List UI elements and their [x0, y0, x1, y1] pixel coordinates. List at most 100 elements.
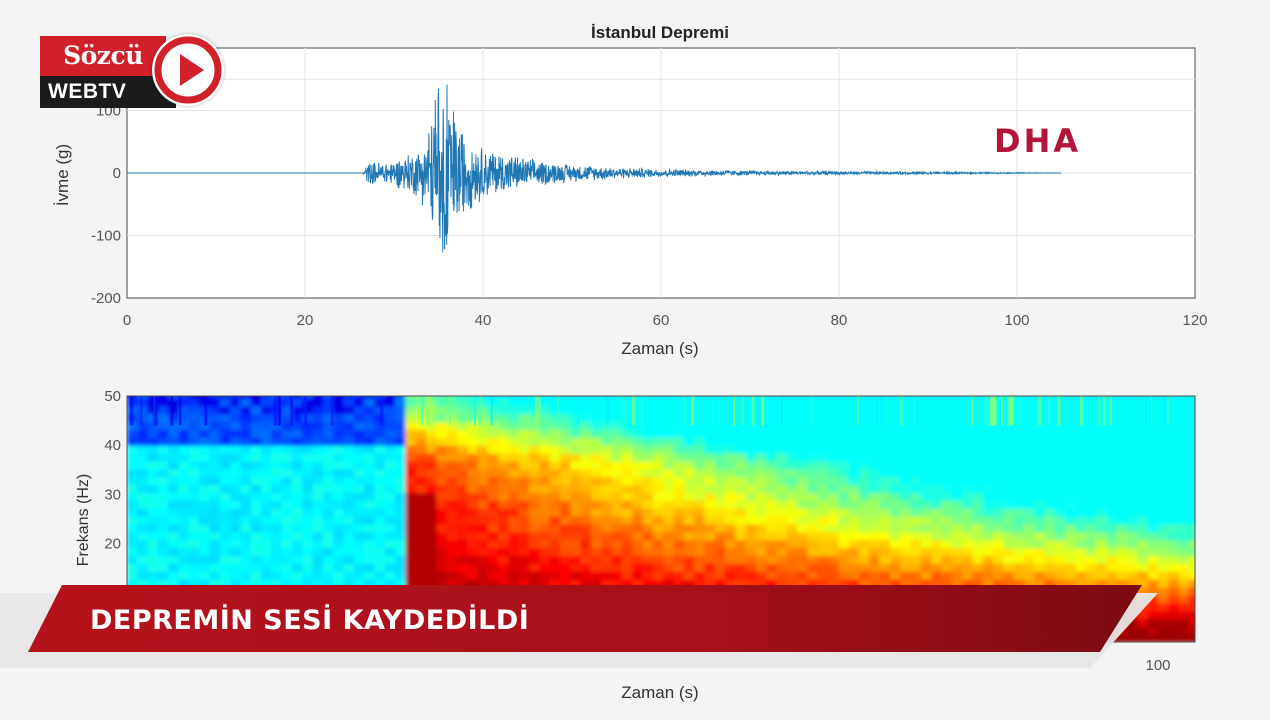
spectrogram-cell [364, 539, 375, 549]
spectrogram-cell [395, 492, 406, 501]
spectrogram-cell [663, 437, 674, 446]
spectrogram-cell [766, 516, 778, 525]
spectrogram-cell [1158, 445, 1169, 454]
spectrogram-cell [1147, 586, 1159, 596]
spectrogram-cell [910, 460, 922, 470]
spectrogram-cell [1085, 445, 1097, 454]
spectrogram-cell [632, 476, 644, 486]
spectrogram-cell [199, 516, 211, 525]
spectrogram-cell [920, 516, 932, 525]
spectrogram-cell [560, 531, 571, 541]
spectrogram-cell [240, 579, 252, 588]
spectrogram-cell [828, 516, 839, 525]
spectrogram-cell [322, 571, 334, 580]
spectrogram-cell [725, 563, 736, 572]
spectrogram-cell [735, 484, 747, 494]
spectrogram-cell [127, 445, 138, 454]
spectrogram-cell [157, 492, 169, 501]
spectrogram-cell [859, 396, 870, 399]
spectrogram-cell [848, 523, 860, 533]
spectrogram-cell [261, 468, 272, 478]
spectrogram-cell [446, 468, 458, 478]
spectrogram-cell [817, 508, 829, 517]
spectrogram-cell [364, 398, 375, 407]
spectrogram-cell [240, 405, 252, 415]
spectrogram-cell [127, 523, 138, 533]
spectrogram-cell [755, 453, 767, 462]
spectrogram-cell [312, 500, 324, 509]
spectrogram-cell [1127, 421, 1138, 431]
spectrogram-cell [591, 484, 602, 494]
spectrogram-cell [518, 571, 530, 580]
spectrogram-cell [1178, 421, 1190, 431]
spectrogram-cell [1178, 634, 1190, 642]
spectrogram-cell [230, 396, 241, 399]
spectrogram-cell [931, 492, 943, 501]
spectrogram-cell [601, 476, 613, 486]
spectrogram-cell [683, 453, 695, 462]
spectrogram-cell [611, 396, 623, 399]
spectrogram-cell [281, 523, 293, 533]
spectrogram-cell [157, 516, 169, 525]
spectrogram-cell [292, 405, 303, 415]
spectrogram-cell [178, 476, 190, 486]
spectrogram-cell [178, 547, 190, 556]
spectrogram-cell [621, 445, 633, 454]
spectrogram-cell [570, 547, 582, 556]
spectrogram-cell [384, 516, 396, 525]
spectrogram-cell [137, 508, 149, 517]
spectrogram-cell [250, 437, 262, 446]
spectrogram-cell [549, 421, 561, 431]
spectrogram-cell [714, 453, 726, 462]
spectrogram-cell [209, 508, 221, 517]
spectrogram-cell [1116, 429, 1128, 438]
spectrogram-cell [1137, 468, 1149, 478]
spectrogram-cell [683, 539, 695, 549]
spectrogram-cell [426, 500, 437, 509]
spectrogram-streak [204, 396, 208, 426]
spectrogram-cell [900, 571, 912, 580]
spectrogram-cell [281, 555, 293, 564]
spectrogram-cell [1085, 437, 1097, 446]
spectrogram-cell [508, 547, 520, 556]
spectrogram-cell [797, 547, 808, 556]
spectrogram-cell [487, 492, 499, 501]
spectrogram-cell [1085, 460, 1097, 470]
spectrogram-cell [889, 413, 901, 423]
spectrogram-cell [343, 547, 355, 556]
spectrogram-cell [1137, 563, 1149, 572]
spectrogram-cell [147, 453, 159, 462]
spectrogram-cell [333, 476, 345, 486]
spectrogram-cell [230, 468, 241, 478]
spectrogram-cell [941, 421, 953, 431]
spectrogram-cell [632, 531, 644, 541]
spectrogram-cell [508, 539, 520, 549]
spectrogram-cell [673, 398, 685, 407]
spectrogram-cell [838, 571, 850, 580]
spectrogram-cell [735, 516, 747, 525]
spectrogram-cell [786, 476, 798, 486]
spectrogram-cell [1168, 484, 1180, 494]
spectrogram-cell [539, 405, 551, 415]
spectrogram-cell [209, 460, 221, 470]
spectrogram-cell [302, 555, 314, 564]
spectrogram-cell [817, 445, 829, 454]
spectrogram-cell [498, 547, 510, 556]
spectrogram-cell [384, 476, 396, 486]
spectrogram-cell [343, 579, 355, 588]
spectrogram-cell [467, 468, 479, 478]
spectrogram-cell [529, 476, 540, 486]
spectrogram-cell [1065, 508, 1077, 517]
spectrogram-cell [570, 429, 582, 438]
spectrogram-cell [1178, 453, 1190, 462]
spectrogram-cell [436, 445, 448, 454]
spectrogram-cell [611, 508, 623, 517]
spectrogram-cell [807, 531, 819, 541]
spectrogram-cell [1075, 421, 1087, 431]
spectrogram-streak [490, 396, 493, 426]
spectrogram-cell [446, 405, 458, 415]
spectrogram-cell [1178, 547, 1190, 556]
spectrogram-x-label: Zaman (s) [621, 683, 698, 702]
spectrogram-cell [1168, 468, 1180, 478]
spectrogram-cell [941, 429, 953, 438]
